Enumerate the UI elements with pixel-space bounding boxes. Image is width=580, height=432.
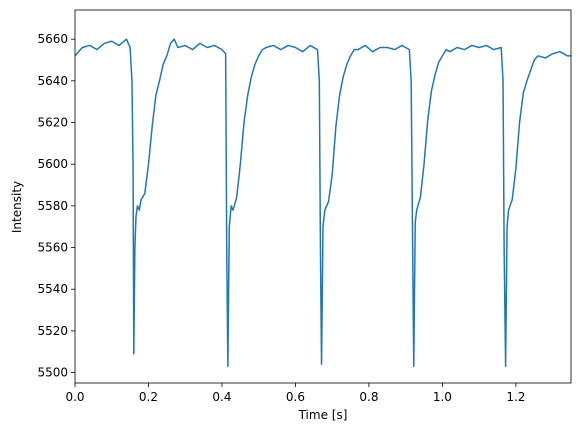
- x-tick-label: 0.6: [286, 390, 305, 404]
- y-tick-label: 5500: [37, 366, 68, 380]
- series-line-0: [75, 38, 571, 368]
- x-tick-label: 0.8: [359, 390, 378, 404]
- y-axis: 5500 5520 5540 5560 5580 5600 5620 5640 5660: [37, 32, 75, 380]
- x-tick-label: 0.0: [65, 390, 84, 404]
- plot-area: [74, 9, 572, 384]
- y-tick-label: 5580: [37, 199, 68, 213]
- x-axis-label: Time [s]: [298, 408, 348, 422]
- plot-frame: [74, 9, 572, 384]
- y-axis-label: Intensity: [10, 181, 24, 233]
- y-tick-label: 5640: [37, 74, 68, 88]
- y-tick-label: 5660: [37, 32, 68, 46]
- x-tick-label: 0.2: [139, 390, 158, 404]
- y-tick-label: 5600: [37, 157, 68, 171]
- y-tick-label: 5540: [37, 282, 68, 296]
- x-tick-label: 1.0: [433, 390, 452, 404]
- x-axis: 0.0 0.2 0.4 0.6 0.8 1.0 1.2: [65, 383, 525, 404]
- y-tick-label: 5620: [37, 116, 68, 130]
- y-tick-label: 5560: [37, 241, 68, 255]
- x-tick-label: 1.2: [506, 390, 525, 404]
- x-tick-label: 0.4: [212, 390, 231, 404]
- y-tick-label: 5520: [37, 324, 68, 338]
